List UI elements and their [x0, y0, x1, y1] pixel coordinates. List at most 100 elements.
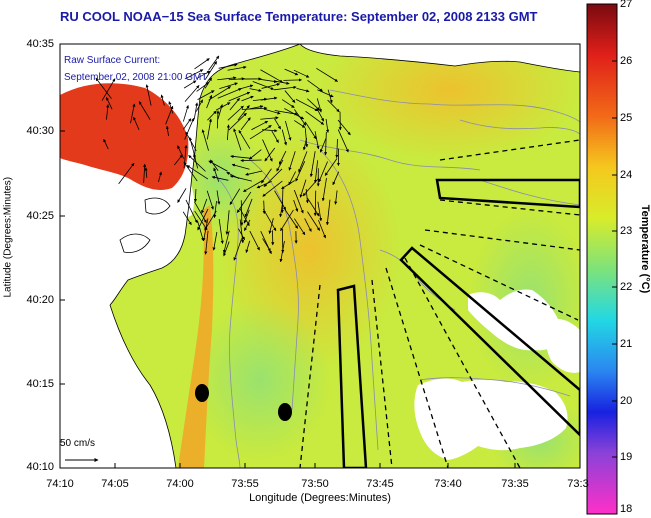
current-vector	[239, 207, 250, 227]
current-vector	[183, 118, 192, 130]
current-vector	[245, 240, 251, 253]
current-vector	[204, 61, 218, 80]
coastline	[119, 233, 151, 253]
current-vector	[233, 128, 242, 151]
current-vector	[318, 219, 326, 239]
current-vector	[183, 80, 197, 89]
current-vector	[168, 101, 174, 114]
station-marker	[195, 384, 209, 402]
current-vector	[103, 138, 109, 150]
current-vector	[213, 200, 217, 219]
current-vector	[217, 88, 242, 99]
current-vector	[263, 108, 281, 115]
current-vector	[264, 147, 276, 162]
current-vector	[183, 161, 198, 182]
current-vector	[228, 112, 247, 131]
current-vector	[273, 80, 290, 85]
current-vector	[317, 201, 323, 222]
current-vector	[307, 197, 320, 217]
current-vector	[229, 97, 240, 111]
current-vector	[130, 103, 136, 124]
current-vector	[317, 109, 325, 122]
coastline	[299, 44, 580, 73]
current-vector	[325, 118, 330, 133]
current-vector	[262, 180, 283, 197]
current-vector	[184, 117, 195, 140]
coastline	[144, 197, 171, 215]
current-vector	[249, 230, 260, 251]
current-vector	[215, 102, 231, 111]
current-vector	[332, 171, 340, 186]
current-vector	[276, 159, 284, 172]
current-vector	[337, 129, 349, 153]
current-vector	[262, 139, 273, 162]
cool-water-patch	[190, 300, 330, 460]
current-vector	[262, 200, 266, 215]
current-vector	[213, 167, 220, 182]
current-vector	[202, 218, 209, 242]
current-vector	[227, 105, 244, 121]
cloud-mask	[545, 318, 580, 373]
current-vector	[281, 180, 295, 190]
current-vector	[218, 63, 238, 69]
y-tick-label: 40:35	[26, 38, 54, 50]
transect-box	[435, 178, 580, 209]
current-vector	[316, 67, 338, 82]
current-vector	[337, 119, 351, 136]
y-tick-label: 40:10	[26, 461, 54, 473]
current-vector	[226, 124, 230, 141]
current-vector	[285, 120, 292, 141]
current-vector	[201, 198, 208, 214]
current-vector	[208, 55, 220, 71]
current-vector	[238, 129, 251, 149]
colorbar-tick-label: 21	[620, 338, 633, 350]
current-vector	[260, 78, 278, 84]
current-vector	[219, 82, 238, 89]
current-vector	[216, 190, 221, 205]
coastline	[109, 304, 177, 468]
current-vector	[188, 155, 206, 172]
transect-box	[336, 284, 368, 468]
current-vector	[222, 230, 230, 254]
current-vector	[262, 208, 277, 232]
current-vector	[319, 137, 327, 153]
colorbar-title: Temperature (°C)	[639, 204, 651, 294]
current-vector	[236, 191, 252, 213]
map-title: RU COOL NOAA−15 Sea Surface Temperature:…	[60, 9, 538, 24]
cloud-mask	[468, 289, 562, 351]
current-vector	[144, 167, 148, 178]
x-tick-label: 73:50	[301, 478, 329, 490]
land-long-island	[300, 44, 580, 72]
current-vector	[206, 94, 213, 109]
current-vector	[280, 188, 284, 213]
current-vector	[217, 104, 224, 120]
current-vector	[138, 101, 151, 120]
x-tick-label: 74:10	[46, 478, 74, 490]
current-vector	[284, 108, 305, 120]
x-tick-label: 73:3	[567, 478, 589, 490]
cloud-mask	[414, 378, 568, 460]
current-vector	[295, 160, 306, 182]
y-tick-label: 40:20	[26, 294, 54, 306]
current-vector	[305, 110, 325, 125]
current-vector	[279, 201, 284, 218]
current-vector	[284, 208, 299, 229]
current-vector	[229, 174, 252, 182]
current-vector	[284, 90, 296, 103]
current-legend: Raw Surface Current: September 02, 2008 …	[64, 52, 207, 86]
current-vector	[95, 77, 112, 99]
current-vector	[302, 177, 320, 197]
current-vector	[197, 220, 205, 242]
current-vector	[193, 102, 199, 120]
current-vector	[296, 87, 310, 93]
x-tick-label: 74:05	[101, 478, 129, 490]
colorbar	[586, 3, 618, 515]
scale-label: 50 cm/s	[60, 438, 96, 449]
current-vector	[193, 189, 198, 203]
current-vector	[252, 81, 275, 90]
colorbar-tick-label: 27	[620, 0, 633, 10]
current-vector	[317, 89, 334, 98]
current-vector	[268, 218, 274, 234]
bathymetry-contour	[319, 149, 379, 451]
